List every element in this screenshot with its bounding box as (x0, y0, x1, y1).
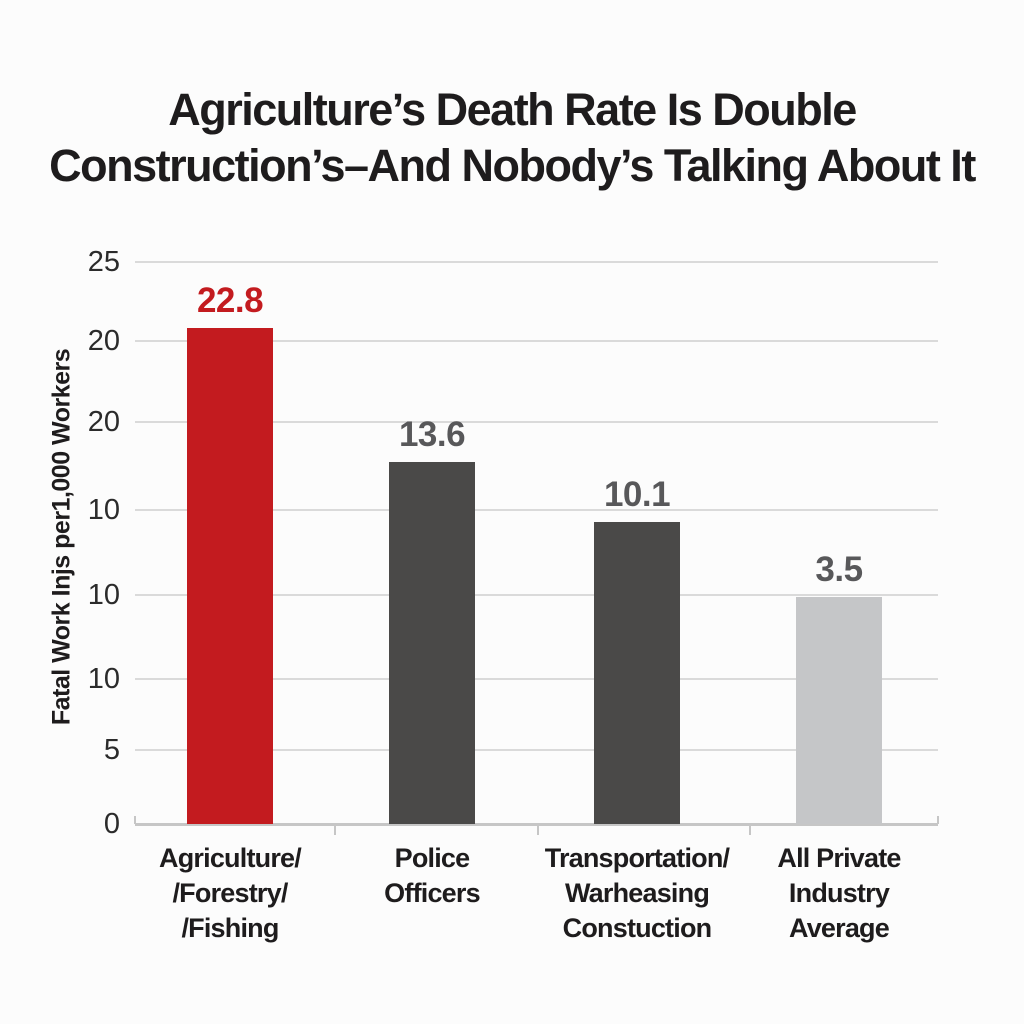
chart-title-line2: Construction’s–And Nobody’s Talking Abou… (49, 140, 976, 191)
gridline (135, 261, 938, 263)
y-tick-label: 25 (87, 246, 120, 278)
chart-title-line1: Agriculture’s Death Rate Is Double (168, 84, 857, 135)
x-category-label: All Private Industry Average (777, 841, 901, 946)
y-tick-label: 10 (87, 663, 120, 695)
x-category-label-line: Transportation/ (544, 843, 730, 873)
gridline (135, 340, 938, 342)
axis-end-tick (937, 816, 939, 824)
bar-3 (594, 522, 680, 824)
y-tick-label: 10 (87, 579, 120, 611)
bar-value-label: 13.6 (398, 415, 466, 454)
bar-value-label: 3.5 (815, 550, 863, 589)
bar-2 (389, 462, 475, 824)
x-axis-tick (537, 826, 539, 835)
x-category-label-line: Police (394, 843, 471, 873)
y-tick-label: 5 (103, 734, 120, 766)
chart-title: Agriculture’s Death Rate Is Double Const… (0, 82, 1024, 194)
x-category-label-line: /Forestry/ (172, 878, 288, 908)
bar-4 (796, 597, 882, 824)
bar-1 (187, 328, 273, 824)
axis-end-tick (134, 816, 136, 824)
y-tick-label: 10 (87, 494, 120, 526)
x-category-label-line: All Private (777, 843, 901, 873)
bar-value-label: 10.1 (603, 475, 671, 514)
x-axis-line (135, 823, 938, 826)
y-tick-label: 20 (87, 406, 120, 438)
gridline (135, 749, 938, 751)
x-category-label-line: Constuction (562, 913, 712, 943)
gridline (135, 594, 938, 596)
x-category-label-line: /Fishing (181, 913, 279, 943)
gridline (135, 678, 938, 680)
y-tick-label: 0 (103, 808, 120, 840)
x-axis-tick (334, 826, 336, 835)
gridline (135, 421, 938, 423)
x-category-label-line: Agriculture/ (159, 843, 302, 873)
x-category-label-line: Average (789, 913, 890, 943)
gridline (135, 509, 938, 511)
x-axis-tick (749, 826, 751, 835)
x-category-label: Transportation/Warheasing Constuction (545, 841, 730, 946)
x-category-label-line: Warheasing (564, 878, 710, 908)
y-tick-label: 20 (87, 325, 120, 357)
x-category-label: Agriculture/ /Forestry/ /Fishing (159, 841, 302, 946)
x-category-label: Police Officers (384, 841, 480, 911)
x-category-label-line: Industry (788, 878, 890, 908)
x-category-label-line: Officers (384, 878, 480, 908)
bar-value-label: 22.8 (196, 281, 264, 320)
